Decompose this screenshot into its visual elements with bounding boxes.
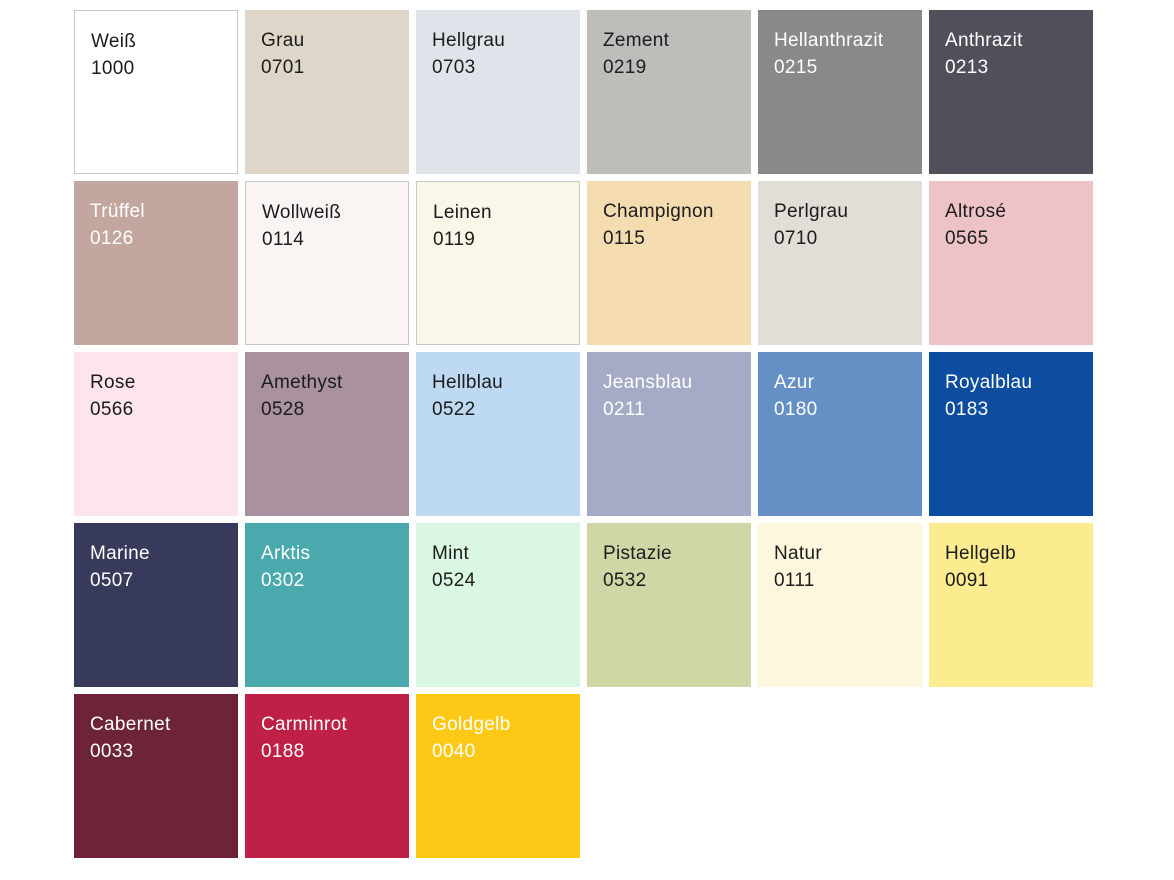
color-name: Hellgelb <box>945 543 1017 564</box>
color-code: 0532 <box>603 570 647 591</box>
color-name: Amethyst <box>261 372 343 393</box>
color-name: Goldgelb <box>432 714 511 735</box>
color-code: 1000 <box>91 58 135 79</box>
color-name: Grau <box>261 30 305 51</box>
color-swatch-0211[interactable]: Jeansblau 0211 <box>587 352 751 516</box>
color-swatch-0111[interactable]: Natur 0111 <box>758 523 922 687</box>
color-swatch-0215[interactable]: Hellanthrazit 0215 <box>758 10 922 174</box>
color-swatch-0566[interactable]: Rose 0566 <box>74 352 238 516</box>
color-name: Carminrot <box>261 714 348 735</box>
color-palette: Weiß 1000 Grau 0701 Hellgrau 0703 Zement… <box>74 10 1093 858</box>
color-code: 0091 <box>945 570 989 591</box>
color-code: 0213 <box>945 57 989 78</box>
color-swatch-0701[interactable]: Grau 0701 <box>245 10 409 174</box>
color-code: 0566 <box>90 399 134 420</box>
color-name: Rose <box>90 372 136 393</box>
color-swatch-0710[interactable]: Perlgrau 0710 <box>758 181 922 345</box>
color-code: 0111 <box>774 570 815 591</box>
color-name: Cabernet <box>90 714 171 735</box>
color-name: Anthrazit <box>945 30 1023 51</box>
color-name: Hellanthrazit <box>774 30 884 51</box>
color-swatch-0115[interactable]: Champignon 0115 <box>587 181 751 345</box>
color-code: 0188 <box>261 741 305 762</box>
color-name: Pistazie <box>603 543 672 564</box>
color-name: Altrosé <box>945 201 1007 222</box>
color-swatch-0033[interactable]: Cabernet 0033 <box>74 694 238 858</box>
color-code: 0710 <box>774 228 818 249</box>
color-swatch-0219[interactable]: Zement 0219 <box>587 10 751 174</box>
color-name: Champignon <box>603 201 714 222</box>
color-code: 0040 <box>432 741 476 762</box>
color-swatch-0040[interactable]: Goldgelb 0040 <box>416 694 580 858</box>
color-code: 0507 <box>90 570 134 591</box>
color-swatch-0302[interactable]: Arktis 0302 <box>245 523 409 687</box>
color-name: Royalblau <box>945 372 1033 393</box>
color-swatch-0180[interactable]: Azur 0180 <box>758 352 922 516</box>
color-code: 0565 <box>945 228 989 249</box>
color-code: 0119 <box>433 229 476 250</box>
color-swatch-0188[interactable]: Carminrot 0188 <box>245 694 409 858</box>
color-name: Weiß <box>91 31 137 52</box>
color-swatch-0114[interactable]: Wollweiß 0114 <box>245 181 409 345</box>
color-name: Trüffel <box>90 201 145 222</box>
color-name: Marine <box>90 543 150 564</box>
color-code: 0703 <box>432 57 476 78</box>
color-name: Hellgrau <box>432 30 506 51</box>
color-name: Azur <box>774 372 815 393</box>
color-name: Jeansblau <box>603 372 693 393</box>
color-swatch-1000[interactable]: Weiß 1000 <box>74 10 238 174</box>
color-name: Leinen <box>433 202 492 223</box>
color-code: 0528 <box>261 399 305 420</box>
color-code: 0215 <box>774 57 818 78</box>
color-swatch-0213[interactable]: Anthrazit 0213 <box>929 10 1093 174</box>
color-swatch-0183[interactable]: Royalblau 0183 <box>929 352 1093 516</box>
color-code: 0114 <box>262 229 305 250</box>
color-swatch-0119[interactable]: Leinen 0119 <box>416 181 580 345</box>
color-swatch-0565[interactable]: Altrosé 0565 <box>929 181 1093 345</box>
color-name: Natur <box>774 543 822 564</box>
color-swatch-0703[interactable]: Hellgrau 0703 <box>416 10 580 174</box>
color-swatch-0091[interactable]: Hellgelb 0091 <box>929 523 1093 687</box>
color-name: Hellblau <box>432 372 504 393</box>
color-code: 0219 <box>603 57 647 78</box>
color-name: Wollweiß <box>262 202 342 223</box>
color-code: 0180 <box>774 399 818 420</box>
color-name: Arktis <box>261 543 311 564</box>
color-code: 0126 <box>90 228 134 249</box>
color-name: Zement <box>603 30 670 51</box>
color-code: 0524 <box>432 570 476 591</box>
color-swatch-0522[interactable]: Hellblau 0522 <box>416 352 580 516</box>
color-swatch-0528[interactable]: Amethyst 0528 <box>245 352 409 516</box>
color-swatch-0507[interactable]: Marine 0507 <box>74 523 238 687</box>
color-code: 0211 <box>603 399 646 420</box>
color-code: 0183 <box>945 399 989 420</box>
color-code: 0701 <box>261 57 305 78</box>
color-name: Mint <box>432 543 470 564</box>
color-swatch-0126[interactable]: Trüffel 0126 <box>74 181 238 345</box>
color-code: 0522 <box>432 399 476 420</box>
color-name: Perlgrau <box>774 201 849 222</box>
color-swatch-0524[interactable]: Mint 0524 <box>416 523 580 687</box>
color-code: 0302 <box>261 570 305 591</box>
color-code: 0033 <box>90 741 134 762</box>
color-code: 0115 <box>603 228 646 249</box>
color-swatch-0532[interactable]: Pistazie 0532 <box>587 523 751 687</box>
